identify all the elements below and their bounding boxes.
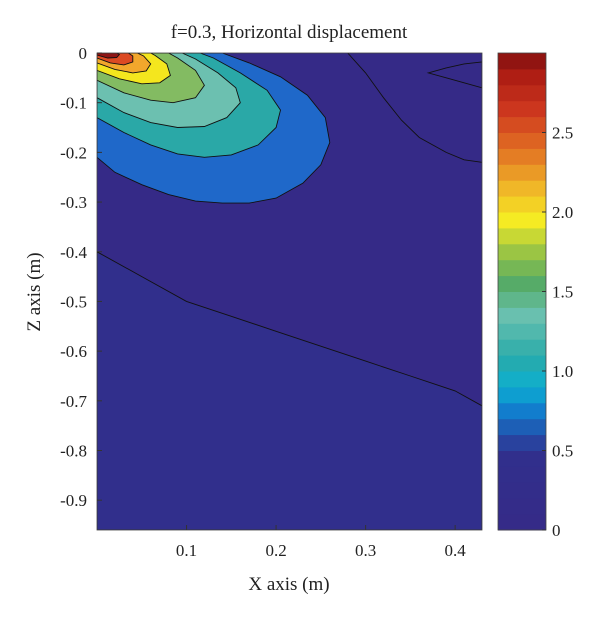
y-tick-label: -0.8: [60, 442, 87, 461]
x-tick-label: 0.4: [445, 541, 467, 560]
y-tick-label: -0.2: [60, 143, 87, 162]
colorbar-segment: [498, 418, 546, 436]
colorbar-segment: [498, 116, 546, 133]
contour-line-0: [347, 53, 482, 163]
colorbar-segment: [498, 514, 546, 531]
colorbar-tick-label: 2.0: [552, 203, 573, 222]
y-tick-label: -0.4: [60, 243, 87, 262]
colorbar-segment: [498, 196, 546, 213]
colorbar-segment: [498, 355, 546, 372]
colorbar-segment: [498, 164, 546, 181]
colorbar-segment: [498, 339, 546, 356]
colorbar-segment: [498, 402, 546, 420]
colorbar-tick-label: 0: [552, 521, 561, 540]
y-tick-label: -0.3: [60, 193, 87, 212]
colorbar-tick-label: 1.0: [552, 362, 573, 381]
y-tick-label: -0.9: [60, 491, 87, 510]
y-axis-label: Z axis (m): [24, 252, 45, 331]
colorbar: 0 0.5 1.0 1.5 2.0 2.5: [497, 52, 573, 540]
colorbar-segment: [498, 323, 546, 340]
x-tick-label: 0.3: [355, 541, 376, 560]
colorbar-segment: [498, 291, 546, 308]
colorbar-segment: [498, 450, 546, 467]
colorbar-segment: [498, 100, 546, 118]
colorbar-tick-label: 0.5: [552, 442, 573, 461]
y-tick-label: -0.6: [60, 342, 87, 361]
colorbar-segment: [498, 243, 546, 261]
y-axis-ticks: 0 -0.1 -0.2 -0.3 -0.4 -0.5 -0.6 -0.7 -0.8 -0.9: [60, 44, 102, 510]
colorbar-segment: [498, 53, 546, 70]
colorbar-segment: [498, 482, 546, 499]
colorbar-segment: [498, 68, 546, 86]
contour-region-1: [97, 251, 482, 530]
colorbar-segment: [498, 227, 546, 245]
contour-region-9: [97, 53, 121, 59]
x-axis-ticks: 0.1 0.2 0.3 0.4: [176, 525, 466, 560]
colorbar-segment: [498, 275, 546, 292]
colorbar-segment: [498, 259, 546, 277]
colorbar-segment: [498, 180, 546, 197]
x-tick-label: 0.1: [176, 541, 197, 560]
colorbar-segment: [498, 84, 546, 102]
contour-line-1: [426, 61, 482, 89]
colorbar-segment: [498, 132, 546, 149]
colorbar-segment: [498, 371, 546, 388]
colorbar-segment: [498, 498, 546, 515]
colorbar-segment: [498, 466, 546, 483]
chart-title: f=0.3, Horizontal displacement: [171, 22, 408, 43]
y-tick-label: -0.5: [60, 292, 87, 311]
y-tick-label: 0: [79, 44, 88, 63]
y-tick-label: -0.1: [60, 94, 87, 113]
x-tick-label: 0.2: [265, 541, 286, 560]
y-tick-label: -0.7: [60, 392, 87, 411]
colorbar-tick-label: 1.5: [552, 283, 573, 302]
colorbar-tick-label: 2.5: [552, 124, 573, 143]
colorbar-segment: [498, 148, 546, 165]
colorbar-segment: [498, 212, 546, 229]
plot-area: [96, 52, 483, 531]
colorbar-segment: [498, 434, 546, 451]
colorbar-segment: [498, 386, 546, 404]
colorbar-segment: [498, 307, 546, 324]
plot-frame: [96, 52, 483, 531]
x-axis-label: X axis (m): [248, 574, 329, 595]
